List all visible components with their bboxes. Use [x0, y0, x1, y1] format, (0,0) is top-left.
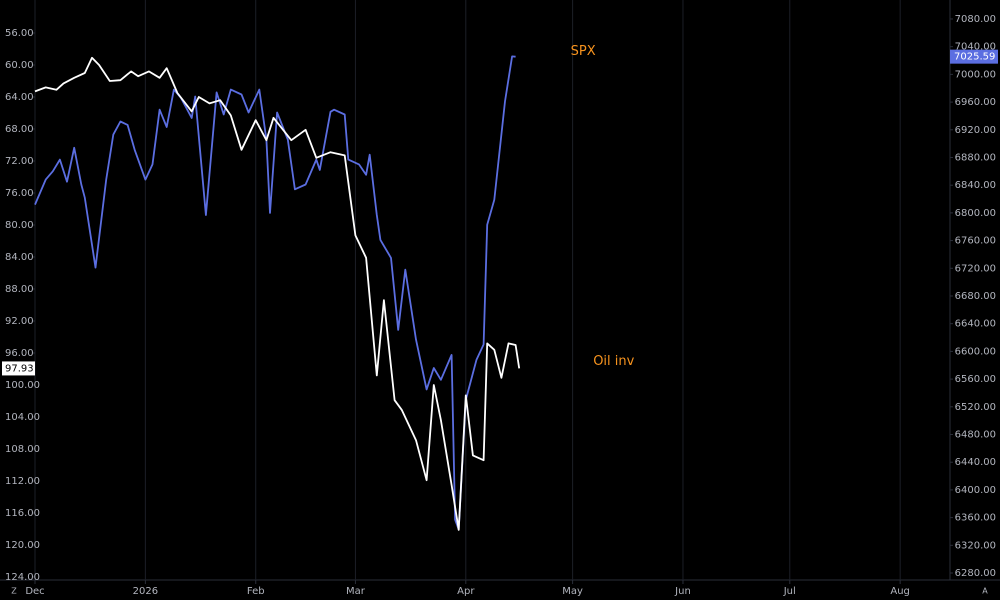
y2-tick-label: 6360.00: [955, 513, 996, 524]
control-button[interactable]: A: [982, 587, 988, 596]
series-line: [34, 56, 521, 531]
y2-tick-label: 6880.00: [955, 152, 996, 163]
last-value-label: 97.93: [5, 363, 34, 374]
y2-tick-label: 6480.00: [955, 429, 996, 440]
y2-tick-label: 6520.00: [955, 402, 996, 413]
last-value-box: [2, 361, 35, 376]
series-label: SPX: [571, 44, 596, 59]
y-tick-label: 112.00: [5, 476, 40, 487]
y2-tick-label: 6800.00: [955, 208, 996, 219]
y-tick-label: 64.00: [5, 92, 34, 103]
y2-tick-label: 6320.00: [955, 540, 996, 551]
y2-tick-label: 7000.00: [955, 69, 996, 80]
y2-tick-label: 6280.00: [955, 568, 996, 579]
series-line: [34, 55, 516, 531]
y-tick-label: 124.00: [5, 572, 40, 583]
y-tick-label: 108.00: [5, 444, 40, 455]
y2-tick-label: 6560.00: [955, 374, 996, 385]
y2-tick-label: 6760.00: [955, 236, 996, 247]
last-value-box: [950, 49, 998, 64]
x-tick-label: May: [562, 586, 583, 597]
y-tick-label: 56.00: [5, 28, 34, 39]
x-tick-label: Jul: [783, 586, 796, 597]
y-tick-label: 100.00: [5, 380, 40, 391]
last-value-label: 7025.59: [954, 52, 995, 63]
x-tick-label: Feb: [247, 586, 265, 597]
y-tick-label: 116.00: [5, 508, 40, 519]
x-tick-label: Aug: [890, 586, 910, 597]
series-label: Oil inv: [593, 354, 634, 369]
y2-tick-label: 6680.00: [955, 291, 996, 302]
y2-tick-label: 7080.00: [955, 14, 996, 25]
y2-tick-label: 6960.00: [955, 97, 996, 108]
y2-tick-label: 6840.00: [955, 180, 996, 191]
y2-tick-label: 6440.00: [955, 457, 996, 468]
y-tick-label: 60.00: [5, 60, 34, 71]
x-tick-label: 2026: [133, 586, 158, 597]
y2-tick-label: 6640.00: [955, 319, 996, 330]
y-tick-label: 68.00: [5, 124, 34, 135]
x-tick-label: Mar: [346, 586, 366, 597]
y2-tick-label: 7040.00: [955, 42, 996, 53]
x-tick-label: Dec: [25, 586, 44, 597]
y-tick-label: 88.00: [5, 284, 34, 295]
x-tick-label: Jun: [674, 586, 691, 597]
y-tick-label: 120.00: [5, 540, 40, 551]
y-tick-label: 92.00: [5, 316, 34, 327]
y2-tick-label: 6600.00: [955, 346, 996, 357]
control-button[interactable]: Z: [11, 587, 17, 596]
y2-tick-label: 6920.00: [955, 125, 996, 136]
y-tick-label: 72.00: [5, 156, 34, 167]
y-tick-label: 84.00: [5, 252, 34, 263]
y-tick-label: 96.00: [5, 348, 34, 359]
y-tick-label: 104.00: [5, 412, 40, 423]
y-tick-label: 76.00: [5, 188, 34, 199]
y2-tick-label: 6720.00: [955, 263, 996, 274]
y2-tick-label: 6400.00: [955, 485, 996, 496]
x-tick-label: Apr: [457, 586, 475, 597]
y-tick-label: 80.00: [5, 220, 34, 231]
